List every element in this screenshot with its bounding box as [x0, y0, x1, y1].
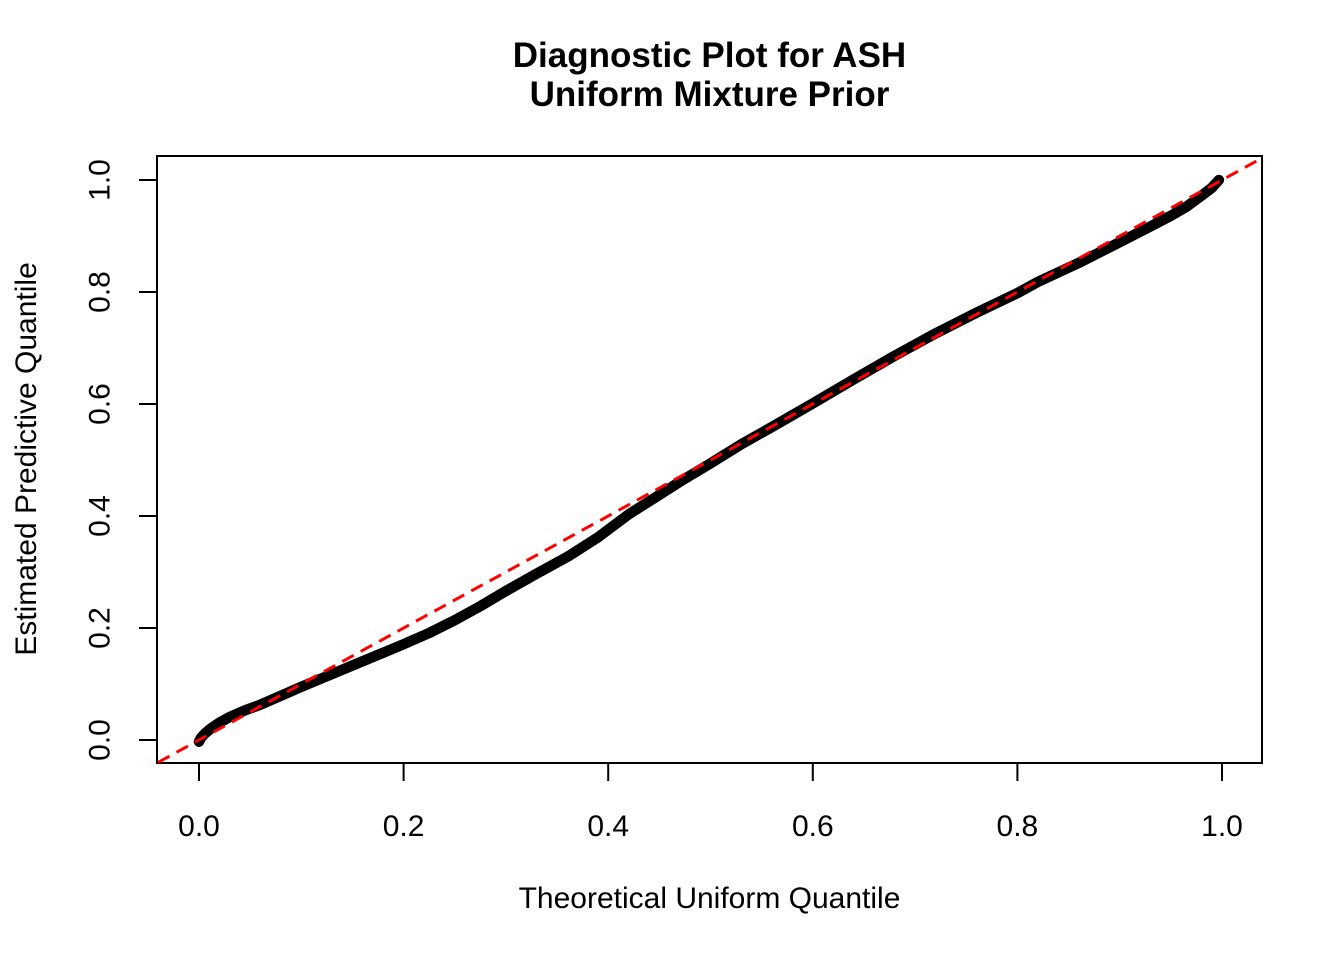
y-axis-tick-label: 0.4	[84, 495, 117, 537]
x-axis-title: Theoretical Uniform Quantile	[518, 882, 901, 915]
x-axis-tick-label: 0.8	[997, 810, 1039, 843]
plot-box	[156, 155, 1263, 764]
y-axis-tick-label: 0.0	[84, 719, 117, 761]
y-axis-tick-label: 0.2	[84, 607, 117, 649]
x-axis-tick-label: 0.0	[178, 810, 220, 843]
x-axis-tick-label: 0.6	[792, 810, 834, 843]
y-axis-tick-label: 0.6	[84, 383, 117, 425]
y-axis-title: Estimated Predictive Quantile	[10, 262, 43, 656]
x-axis-tick-label: 0.4	[587, 810, 629, 843]
y-axis-tick-label: 1.0	[84, 159, 117, 201]
x-axis-tick-label: 1.0	[1201, 810, 1243, 843]
qq-curve	[193, 174, 1225, 747]
plot-title-line2: Uniform Mixture Prior	[529, 75, 890, 114]
plot-title: Diagnostic Plot for ASH Uniform Mixture …	[157, 36, 1262, 114]
x-axis-tick-label: 0.2	[383, 810, 425, 843]
plot-title-line1: Diagnostic Plot for ASH	[512, 36, 907, 75]
y-axis-tick-label: 0.8	[84, 271, 117, 313]
